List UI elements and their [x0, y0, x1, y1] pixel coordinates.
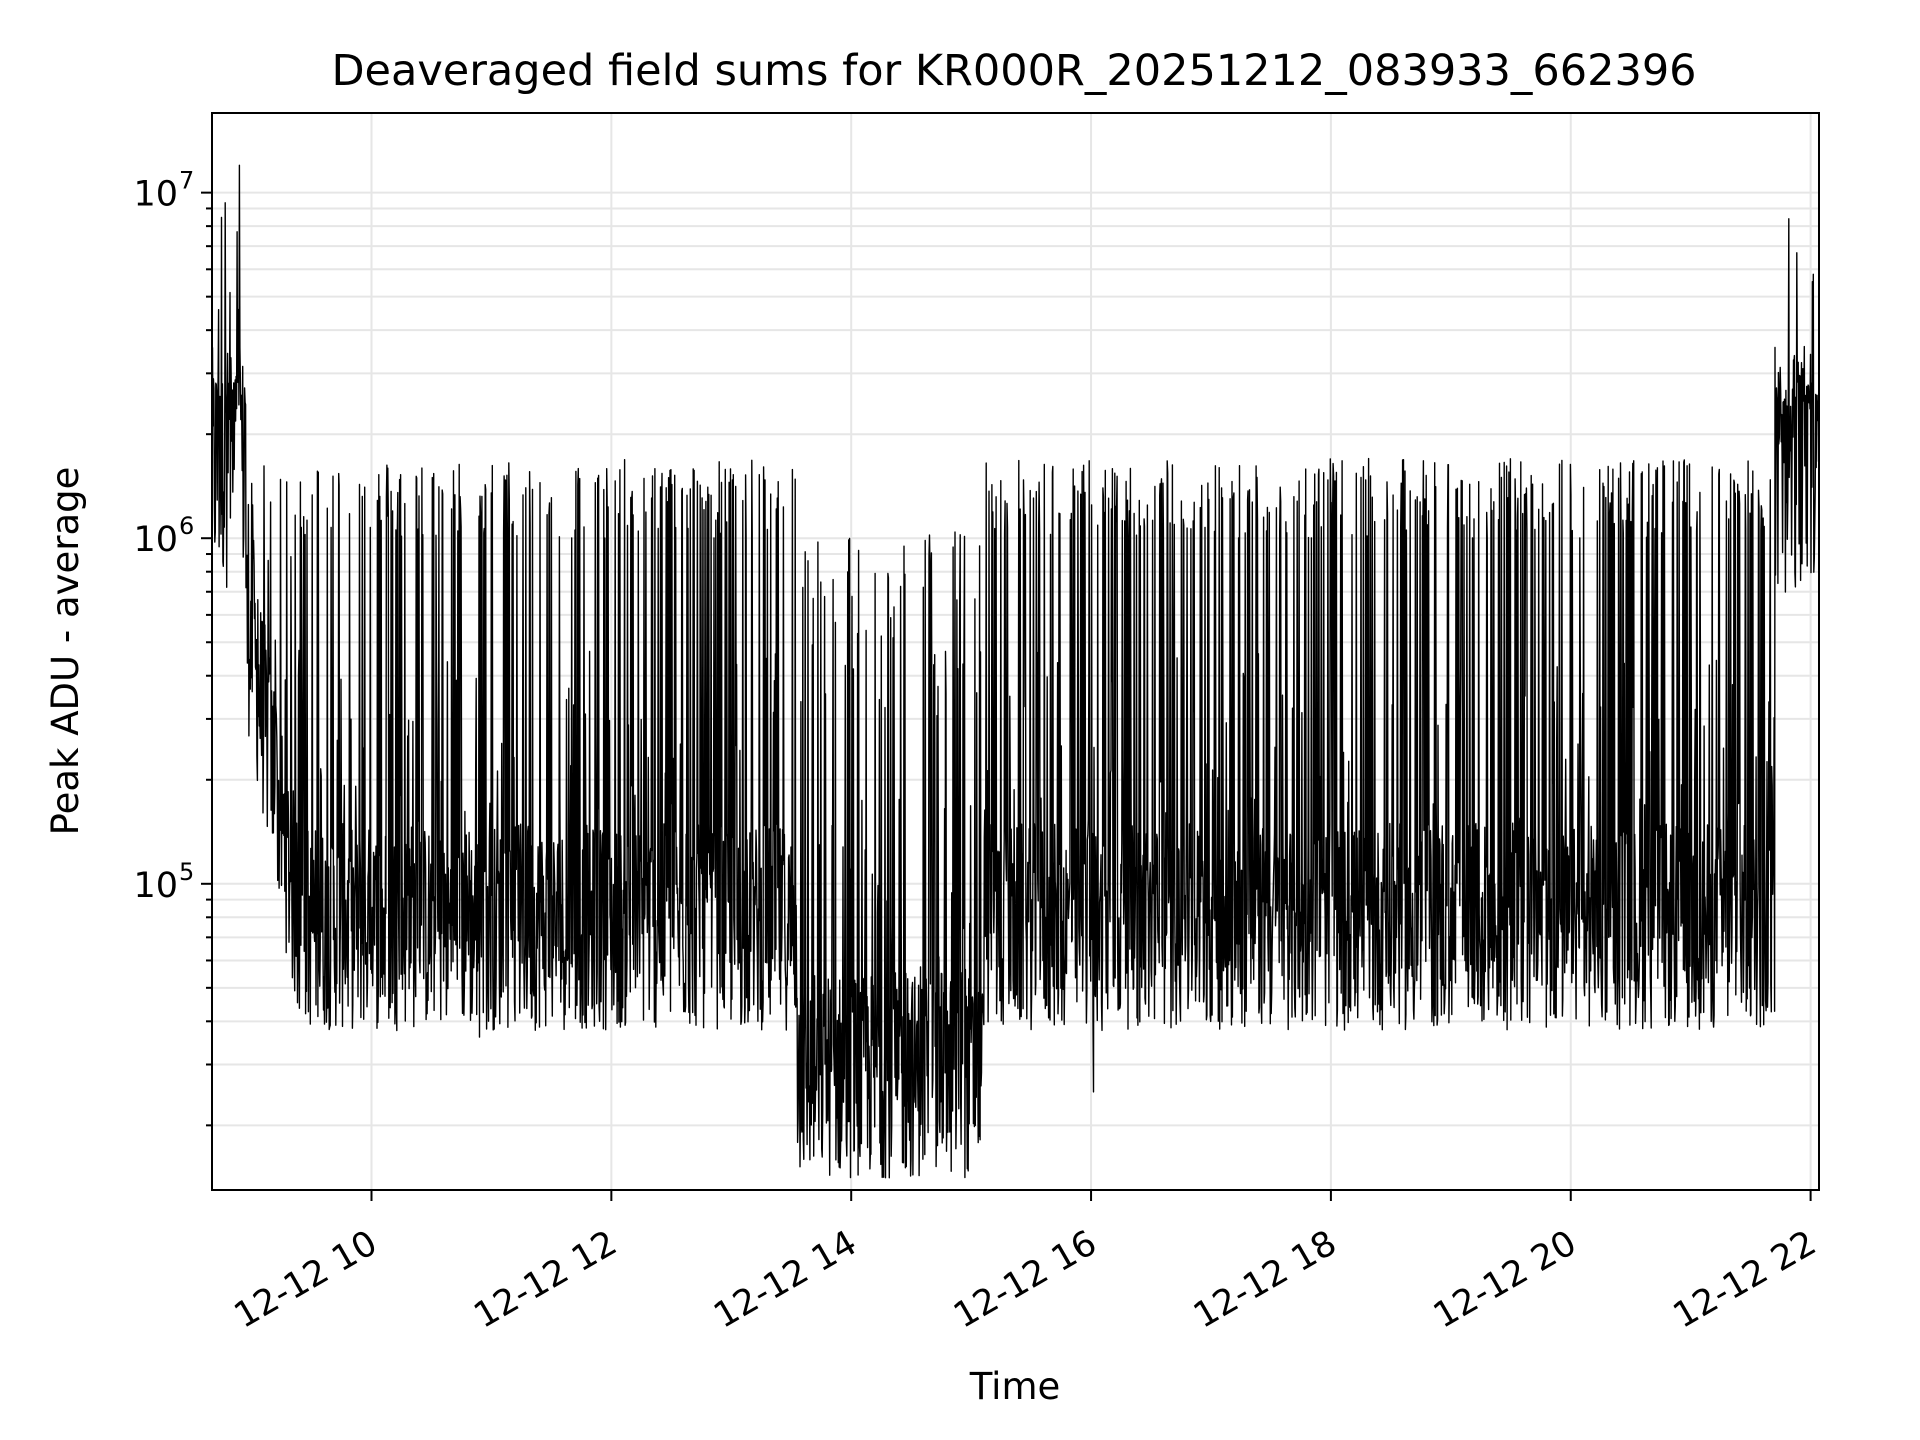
y-tick-exponent: 5	[179, 858, 194, 886]
series-line	[211, 164, 1820, 1179]
y-tick-exponent: 7	[179, 167, 194, 195]
axes-frame	[211, 112, 1820, 1191]
y-axis-label: Peak ADU - average	[44, 467, 87, 836]
chart-title: Deaveraged field sums for KR000R_2025121…	[331, 46, 1696, 96]
x-axis-label: Time	[969, 1365, 1061, 1408]
plot-area	[211, 164, 1820, 1179]
y-tick-label: 10	[133, 866, 178, 906]
y-tick-label: 10	[133, 175, 178, 215]
y-tick-exponent: 6	[179, 512, 194, 540]
y-tick-label: 10	[133, 520, 178, 560]
